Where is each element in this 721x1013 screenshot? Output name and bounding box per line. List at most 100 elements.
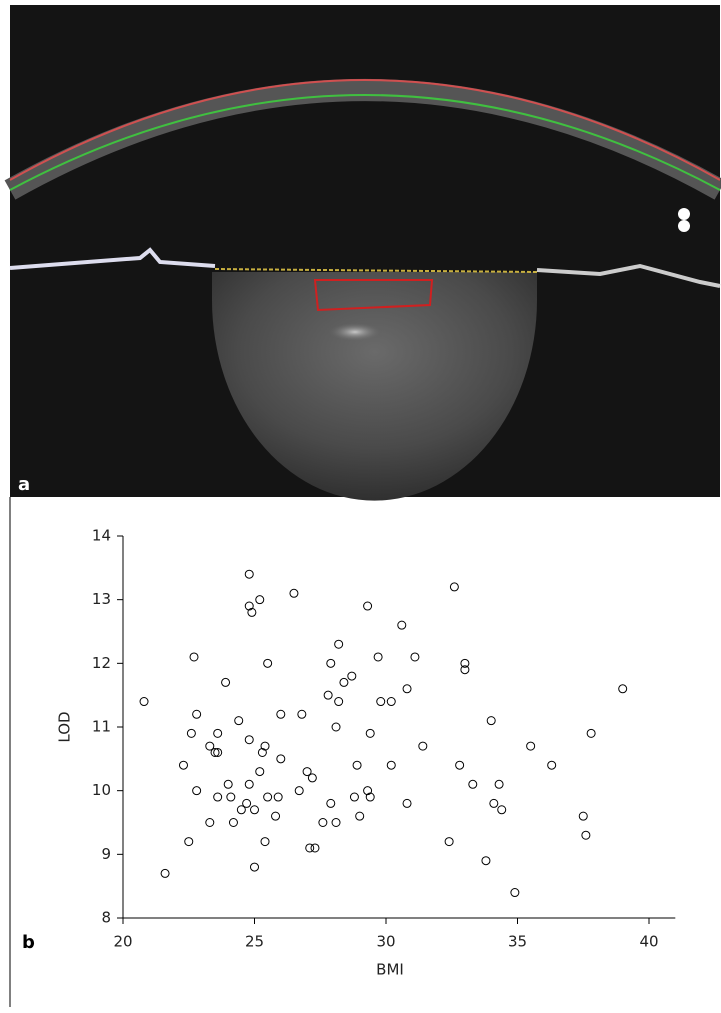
point xyxy=(276,709,286,719)
point xyxy=(139,697,149,707)
point xyxy=(273,792,283,802)
point xyxy=(250,805,259,815)
point xyxy=(376,697,386,707)
point xyxy=(255,595,265,605)
point xyxy=(213,792,223,802)
point xyxy=(365,792,375,802)
point xyxy=(460,665,470,675)
point xyxy=(160,868,170,878)
y-tick-label: 12 xyxy=(92,654,111,672)
point xyxy=(323,690,333,700)
point xyxy=(242,798,252,808)
point xyxy=(326,658,336,668)
point xyxy=(510,888,520,898)
y-tick-label: 13 xyxy=(92,590,111,608)
point xyxy=(418,741,428,751)
point xyxy=(213,747,223,757)
point xyxy=(326,798,336,808)
y-tick-label: 9 xyxy=(101,845,111,863)
point xyxy=(297,709,307,719)
x-axis-label: BMI xyxy=(376,961,404,979)
point xyxy=(410,652,420,662)
point xyxy=(307,773,317,783)
point xyxy=(305,843,315,853)
y-tick-label: 10 xyxy=(92,781,111,799)
point xyxy=(255,767,265,777)
point xyxy=(397,620,407,630)
point xyxy=(349,792,359,802)
photo: a xyxy=(4,5,721,501)
point xyxy=(260,837,270,847)
point xyxy=(236,805,246,815)
point xyxy=(228,818,238,827)
point xyxy=(331,722,341,732)
x-tick-label: 35 xyxy=(508,933,527,951)
y-tick-label: 11 xyxy=(92,718,111,736)
point xyxy=(205,818,215,827)
point xyxy=(334,697,344,707)
point xyxy=(460,658,470,668)
point xyxy=(402,798,412,808)
point xyxy=(581,830,591,840)
point xyxy=(386,760,396,770)
point xyxy=(468,779,478,789)
point xyxy=(244,569,254,579)
point xyxy=(444,837,454,847)
point xyxy=(489,798,499,808)
point xyxy=(310,843,320,853)
point xyxy=(497,805,507,815)
point xyxy=(263,658,273,668)
point xyxy=(189,652,199,662)
y-tick-label: 14 xyxy=(92,527,111,545)
x-tick-label: 30 xyxy=(376,933,395,951)
point xyxy=(210,747,220,757)
x-tick-label: 25 xyxy=(245,933,264,951)
y-tick-label: 8 xyxy=(101,909,111,927)
point xyxy=(213,728,223,738)
point xyxy=(481,856,491,866)
point xyxy=(294,786,304,796)
point xyxy=(352,760,362,770)
point xyxy=(494,779,504,789)
point xyxy=(455,760,465,770)
point xyxy=(178,760,188,770)
point xyxy=(302,767,312,777)
point xyxy=(373,652,383,662)
point xyxy=(386,697,396,707)
point xyxy=(186,728,196,738)
point xyxy=(355,811,365,821)
point xyxy=(586,728,596,738)
point xyxy=(271,811,281,821)
x-tick-label: 20 xyxy=(113,933,132,951)
point xyxy=(247,607,257,617)
point xyxy=(486,716,496,726)
point xyxy=(192,709,202,719)
point xyxy=(449,582,459,592)
x-tick-label: 40 xyxy=(639,933,658,951)
y-axis-label: LOD xyxy=(56,711,74,742)
point xyxy=(526,741,536,751)
point xyxy=(221,677,231,687)
panel-label: b xyxy=(22,932,35,953)
point xyxy=(318,818,328,827)
point xyxy=(347,671,357,681)
point xyxy=(257,747,267,757)
point xyxy=(618,684,628,694)
point xyxy=(244,735,254,745)
point xyxy=(244,779,254,789)
point xyxy=(263,792,273,802)
point xyxy=(363,786,373,796)
point xyxy=(234,716,244,726)
point xyxy=(331,818,341,827)
point xyxy=(250,862,259,872)
point xyxy=(276,754,286,764)
panel-label: a xyxy=(18,474,30,495)
point xyxy=(184,837,194,847)
point xyxy=(192,786,202,796)
point xyxy=(260,741,270,751)
point xyxy=(223,779,233,789)
point xyxy=(205,741,215,751)
point xyxy=(244,601,254,611)
point xyxy=(363,601,373,611)
